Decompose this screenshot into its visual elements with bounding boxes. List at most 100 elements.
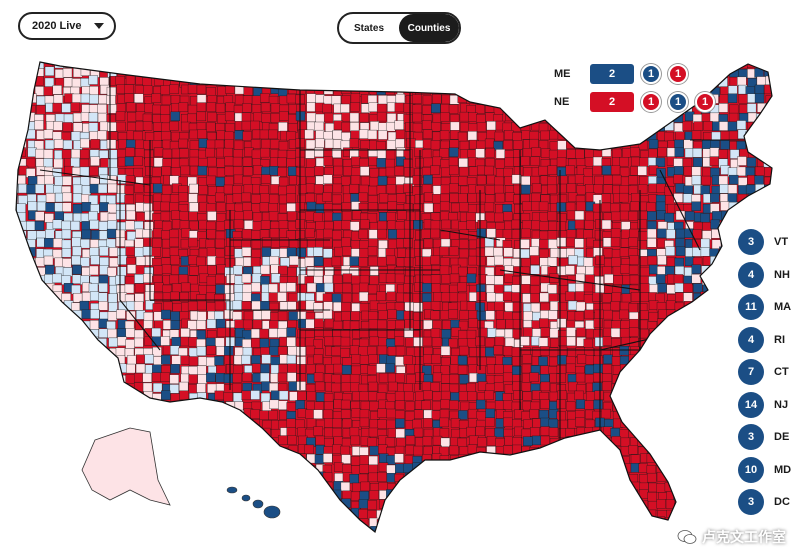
county-cell	[502, 77, 513, 88]
county-cell	[576, 327, 586, 337]
county-cell	[109, 257, 119, 268]
county-cell	[766, 546, 775, 555]
county-cell	[656, 266, 667, 276]
county-cell	[260, 264, 270, 275]
county-cell	[170, 419, 180, 429]
county-cell	[215, 192, 225, 203]
county-cell	[349, 427, 360, 437]
county-cell	[574, 219, 585, 230]
county-cell	[628, 372, 639, 382]
county-cell	[487, 328, 497, 338]
county-cell	[459, 111, 470, 122]
county-cell	[701, 546, 710, 555]
county-cell	[180, 336, 190, 347]
county-cell	[702, 499, 713, 509]
county-cell	[396, 193, 406, 203]
county-cell	[223, 384, 234, 394]
county-cell	[226, 51, 235, 60]
toggle-counties[interactable]: Counties	[399, 14, 459, 42]
county-cell	[45, 328, 56, 339]
county-cell	[189, 220, 199, 231]
county-cell	[558, 501, 569, 511]
county-cell	[773, 130, 782, 139]
county-cell	[611, 257, 621, 267]
county-cell	[349, 112, 360, 123]
county-cell	[358, 509, 368, 519]
county-cell	[466, 212, 476, 222]
county-cell	[442, 75, 452, 86]
county-cell	[306, 544, 315, 553]
county-cell	[502, 291, 513, 302]
county-cell	[151, 525, 162, 532]
county-cell	[441, 329, 451, 339]
county-cell	[82, 536, 91, 545]
county-cell	[367, 129, 378, 140]
county-cell	[756, 202, 766, 212]
county-cell	[36, 464, 46, 474]
county-cell	[792, 526, 800, 535]
county-cell	[396, 50, 405, 58]
county-cell	[657, 402, 667, 412]
county-cell	[611, 249, 622, 259]
county-cell	[287, 363, 297, 373]
county-cell	[252, 77, 262, 87]
county-cell	[169, 374, 180, 384]
county-cell	[306, 517, 317, 527]
county-cell	[313, 354, 323, 364]
county-cell	[198, 482, 208, 493]
county-cell	[196, 453, 206, 464]
county-cell	[721, 374, 731, 385]
county-cell	[52, 428, 63, 438]
county-cell	[178, 463, 188, 474]
county-cell	[36, 544, 45, 553]
county-cell	[792, 85, 800, 94]
county-cell	[441, 50, 450, 58]
county-cell	[188, 472, 198, 483]
county-cell	[342, 246, 352, 256]
county-cell	[251, 282, 261, 293]
county-cell	[108, 384, 119, 394]
year-select-dropdown[interactable]: 2020 Live	[18, 12, 116, 40]
county-cell	[215, 51, 224, 60]
county-cell	[603, 509, 613, 519]
county-cell	[169, 471, 180, 482]
county-cell	[611, 356, 622, 366]
county-cell	[16, 500, 27, 510]
county-cell	[602, 473, 613, 483]
county-cell	[16, 86, 19, 96]
county-cell	[162, 525, 172, 532]
county-cell	[710, 319, 720, 330]
county-cell	[242, 464, 253, 475]
county-cell	[234, 319, 244, 329]
county-map[interactable]	[0, 50, 800, 555]
county-cell	[728, 509, 738, 520]
county-cell	[127, 409, 137, 419]
county-cell	[674, 265, 685, 276]
county-cell	[494, 427, 504, 438]
county-cell	[331, 516, 342, 526]
county-cell	[540, 446, 550, 456]
county-cell	[415, 391, 425, 402]
county-cell	[791, 356, 800, 365]
county-cell	[136, 50, 145, 59]
county-cell	[215, 248, 225, 258]
county-cell	[27, 472, 37, 482]
county-cell	[17, 392, 28, 402]
county-cell	[189, 50, 198, 59]
county-cell	[358, 76, 368, 87]
county-cell	[37, 481, 47, 492]
county-cell	[61, 391, 71, 402]
county-cell	[612, 148, 622, 159]
us-county-map-svg[interactable]	[0, 50, 800, 555]
toggle-states[interactable]: States	[353, 22, 384, 34]
county-cell	[107, 122, 117, 132]
county-cell	[710, 499, 720, 509]
county-cell	[358, 257, 368, 267]
county-cell	[575, 471, 585, 481]
county-cell	[592, 292, 602, 302]
county-cell	[666, 229, 676, 239]
county-cell	[430, 301, 441, 311]
view-toggle[interactable]: States Counties	[337, 12, 461, 44]
county-cell	[45, 319, 55, 330]
county-cell	[648, 300, 659, 310]
